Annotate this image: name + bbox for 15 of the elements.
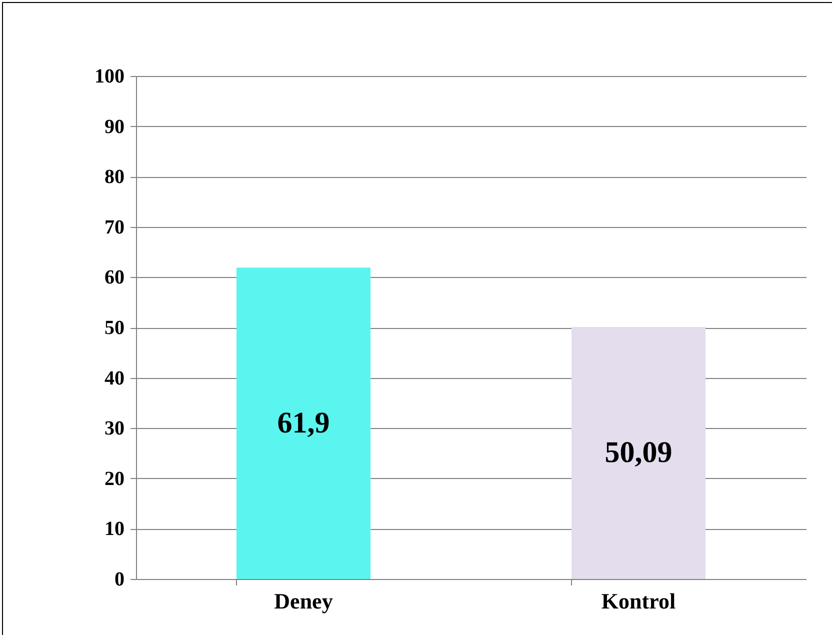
y-tick-label: 20 [104, 468, 124, 490]
y-tick-label: 30 [104, 418, 124, 440]
data-label: 50,09 [604, 436, 672, 470]
y-tick-label: 90 [104, 116, 124, 138]
y-tick-label: 50 [104, 317, 124, 339]
x-tick-label: Deney [274, 588, 333, 614]
x-tick-label: Kontrol [601, 588, 676, 614]
y-tick-label: 40 [104, 367, 124, 390]
y-tick-label: 10 [104, 518, 124, 540]
y-tick-label: 100 [94, 66, 124, 88]
y-tick-label: 60 [104, 266, 124, 289]
data-label: 61,9 [277, 406, 330, 440]
y-tick-label: 70 [104, 216, 124, 238]
y-tick-label: 0 [114, 568, 124, 590]
y-tick-label: 80 [104, 166, 124, 188]
